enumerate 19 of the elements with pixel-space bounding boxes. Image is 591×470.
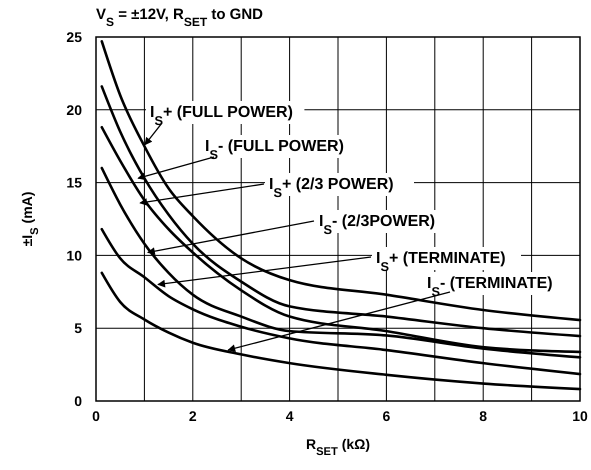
x-tick-label: 2 — [188, 408, 197, 424]
y-tick-label: 5 — [74, 320, 82, 336]
annotation: I$_{S}$+ (TERMINATE) — [376, 250, 506, 274]
x-tick-label: 10 — [572, 408, 588, 424]
x-tick-label: 4 — [286, 408, 294, 424]
x-tick-label: 0 — [92, 408, 100, 424]
annotation: I$_{S}$+ (FULL POWER) — [150, 104, 293, 128]
x-axis-title: R$_{SET}$ (kΩ) — [306, 436, 370, 458]
y-tick-label: 10 — [66, 247, 82, 264]
y-tick-label: 15 — [66, 174, 82, 191]
chart-title: V$_{S}$ = ±12V, R$_{SET}$ to GND — [96, 6, 264, 29]
y-tick-label: 0 — [74, 393, 82, 409]
x-tick-label: 6 — [382, 408, 390, 424]
y-tick-label: 25 — [66, 29, 82, 45]
annotation: I$_{S}$+ (2/3 POWER) — [269, 176, 394, 200]
y-tick-label: 20 — [66, 102, 82, 118]
annotation: I$_{S}$- (FULL POWER) — [205, 138, 344, 162]
annotation: I$_{S}$- (2/3POWER) — [319, 213, 436, 236]
x-tick-label: 8 — [479, 408, 488, 424]
